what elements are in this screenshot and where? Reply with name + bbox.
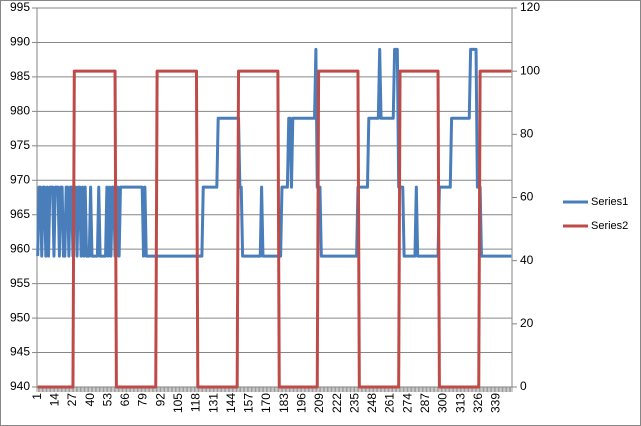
y-tick-label: 990 — [10, 35, 30, 49]
x-tick-label: 261 — [383, 393, 397, 413]
y-tick-label: 995 — [10, 0, 30, 14]
x-tick-label: 209 — [312, 393, 326, 413]
y2-tick-label: 20 — [520, 316, 534, 330]
x-tick-label: 40 — [83, 393, 97, 407]
x-tick-label: 118 — [189, 393, 203, 412]
y-tick-label: 975 — [10, 138, 30, 152]
series-line — [37, 69, 512, 389]
x-tick-label: 274 — [400, 393, 414, 413]
x-tick-label: 157 — [242, 393, 256, 413]
x-tick-label: 300 — [436, 393, 450, 413]
y-tick-label: 980 — [10, 104, 30, 118]
x-tick-label: 248 — [365, 393, 379, 413]
x-tick-label: 14 — [47, 393, 61, 407]
x-tick-label: 105 — [171, 393, 185, 413]
x-tick-label: 66 — [118, 393, 132, 407]
x-tick-label: 53 — [100, 393, 114, 407]
y-tick-label: 985 — [10, 69, 30, 83]
x-tick-label: 326 — [471, 393, 485, 413]
x-tick-label: 222 — [330, 393, 344, 413]
y-tick-label: 940 — [10, 379, 30, 393]
x-tick-label: 170 — [259, 393, 273, 413]
y-tick-label: 955 — [10, 276, 30, 290]
y-tick-label: 950 — [10, 310, 30, 324]
legend-label: Series1 — [591, 196, 628, 208]
x-tick-label: 287 — [418, 393, 432, 413]
y-tick-label: 945 — [10, 345, 30, 359]
y2-tick-label: 60 — [520, 190, 534, 204]
y2-tick-label: 120 — [520, 0, 540, 14]
y-tick-label: 970 — [10, 172, 30, 186]
y2-tick-label: 100 — [520, 63, 540, 77]
x-tick-label: 27 — [65, 393, 79, 407]
x-tick-label: 1 — [30, 393, 44, 400]
x-tick-label: 144 — [224, 393, 238, 413]
y2-tick-label: 40 — [520, 253, 534, 267]
x-tick-label: 131 — [206, 393, 220, 413]
legend-label: Series2 — [591, 220, 628, 232]
x-tick-label: 92 — [153, 393, 167, 407]
x-tick-label: 183 — [277, 393, 291, 413]
y2-tick-label: 0 — [520, 379, 527, 393]
y-tick-label: 960 — [10, 241, 30, 255]
x-tick-label: 313 — [453, 393, 467, 413]
x-tick-label: 79 — [136, 393, 150, 407]
y-tick-label: 965 — [10, 207, 30, 221]
y2-tick-label: 80 — [520, 127, 534, 141]
x-tick-label: 339 — [489, 393, 503, 413]
x-tick-label: 235 — [347, 393, 361, 413]
x-tick-label: 196 — [294, 393, 308, 413]
